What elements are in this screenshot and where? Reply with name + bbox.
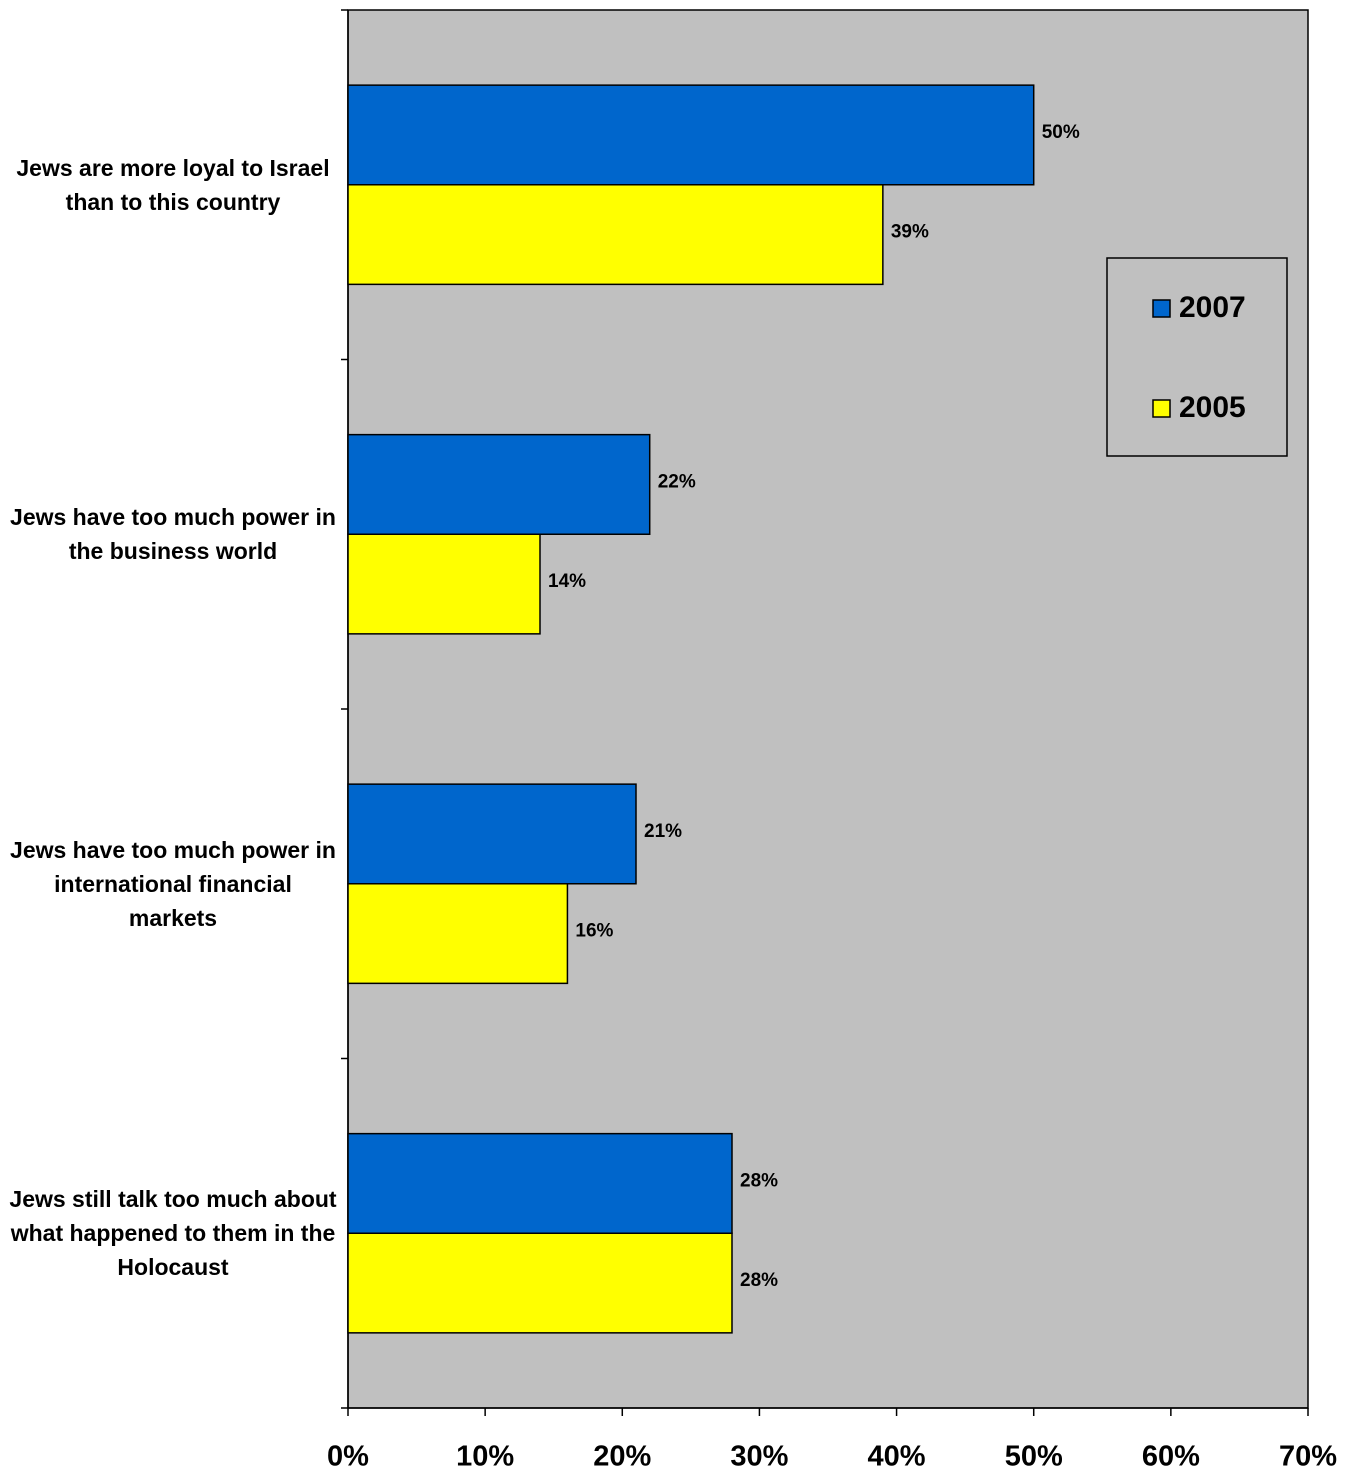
legend-label: 2005 xyxy=(1179,391,1246,424)
bar xyxy=(347,533,541,635)
value-label: 16% xyxy=(575,921,613,942)
category-label: Jews are more loyal to Israel than to th… xyxy=(16,154,330,215)
x-tick-label: 70% xyxy=(1279,1441,1337,1472)
x-tick-label: 40% xyxy=(868,1441,926,1472)
value-label: 22% xyxy=(658,471,696,492)
x-tick-label: 30% xyxy=(730,1441,788,1472)
value-label: 14% xyxy=(548,571,586,592)
value-label: 39% xyxy=(891,222,929,243)
value-label: 21% xyxy=(644,821,682,842)
legend-box xyxy=(1106,257,1288,457)
legend-label: 2007 xyxy=(1179,291,1246,324)
category-label: Jews have too much power in internationa… xyxy=(10,836,336,931)
value-label: 28% xyxy=(740,1170,778,1191)
x-tick-label: 60% xyxy=(1142,1441,1200,1472)
legend-swatch xyxy=(1152,399,1171,418)
bar xyxy=(347,1232,733,1334)
x-tick-label: 0% xyxy=(327,1441,369,1472)
value-label: 50% xyxy=(1042,122,1080,143)
value-label: 28% xyxy=(740,1270,778,1291)
bar xyxy=(347,433,651,535)
bar xyxy=(347,883,569,985)
x-tick-label: 20% xyxy=(593,1441,651,1472)
x-tick-label: 10% xyxy=(456,1441,514,1472)
bar xyxy=(347,783,637,885)
bar xyxy=(347,84,1035,186)
bar xyxy=(347,184,884,286)
category-label: Jews have too much power in the business… xyxy=(10,504,336,565)
legend-swatch xyxy=(1152,299,1171,318)
x-tick-label: 50% xyxy=(1005,1441,1063,1472)
bar xyxy=(347,1132,733,1234)
category-label: Jews still talk too much about what happ… xyxy=(9,1186,337,1281)
